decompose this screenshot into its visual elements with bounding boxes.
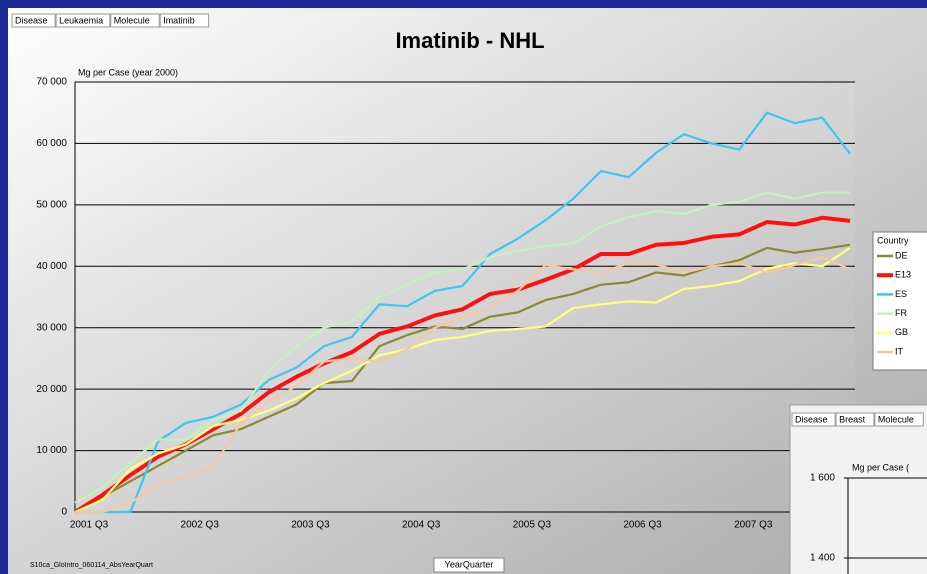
legend-label: GB	[895, 327, 908, 337]
y-axis-label: Mg per Case (year 2000)	[78, 67, 178, 77]
legend-label: E13	[895, 270, 911, 280]
filter-button	[11, 13, 56, 28]
footnote: S10ca_GloIntro_060114_AbsYearQuart	[30, 562, 153, 569]
x-tick-label: 2003 Q3	[291, 520, 330, 531]
axis-field-button	[433, 557, 505, 573]
filter-button	[835, 412, 875, 427]
y-tick-label: 70 000	[36, 77, 67, 88]
filter-label: Breast	[839, 414, 866, 424]
inset-panel	[789, 404, 927, 574]
series-line	[75, 111, 851, 514]
x-tick-label: 2001 Q3	[70, 520, 109, 531]
y-tick-label: 30 000	[36, 322, 67, 333]
filter-label: Molecule	[114, 15, 150, 25]
x-tick-label: 2007 Q3	[734, 520, 773, 531]
filter-label: Imatinib	[163, 15, 195, 25]
y-tick-label: 60 000	[36, 138, 67, 149]
filter-button	[791, 412, 836, 427]
legend-label: FR	[895, 308, 907, 318]
filter-button	[159, 13, 210, 28]
legend-label: DE	[895, 250, 908, 260]
filter-label: Disease	[795, 414, 828, 424]
x-tick-label: 2002 Q3	[181, 520, 220, 531]
x-tick-label: 2004 Q3	[402, 520, 441, 531]
x-tick-label: 2005 Q3	[513, 520, 552, 531]
series-line	[73, 215, 851, 514]
filter-label: Molecule	[878, 414, 914, 424]
series-line	[74, 246, 851, 514]
y-tick-label: 50 000	[36, 199, 67, 210]
legend-label: ES	[895, 289, 907, 299]
series-line	[75, 255, 851, 514]
chart-title: Imatinib - NHL	[395, 28, 544, 53]
y-tick-label: 40 000	[36, 261, 67, 272]
inset-y-tick-label: 1 600	[810, 473, 835, 484]
inset-y-tick-label: 1 400	[810, 553, 835, 564]
y-tick-label: 20 000	[36, 384, 67, 395]
series-line	[74, 191, 850, 504]
filter-label: Disease	[15, 15, 48, 25]
filter-button	[110, 13, 160, 28]
x-axis-label: YearQuarter	[445, 559, 494, 569]
legend-label: IT	[895, 346, 904, 356]
inset-y-axis-label: Mg per Case (	[852, 462, 909, 472]
legend-title: Country	[877, 235, 909, 245]
y-tick-label: 10 000	[36, 445, 67, 456]
y-tick-label: 0	[61, 507, 67, 518]
x-tick-label: 2006 Q3	[623, 520, 662, 531]
filter-button	[55, 13, 111, 28]
filter-label: Leukaemia	[59, 15, 103, 25]
filter-button	[874, 412, 924, 427]
